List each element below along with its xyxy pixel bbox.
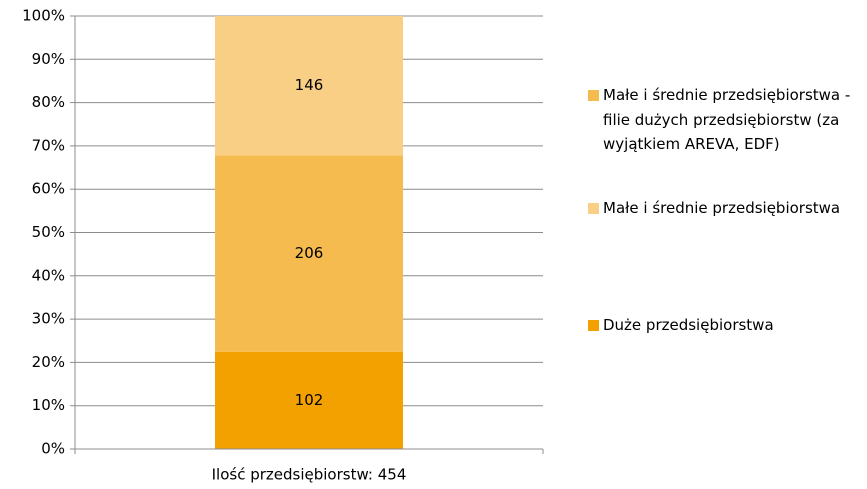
legend-item: Duże przedsiębiorstwa (588, 313, 858, 338)
legend-item: Małe i średnie przedsiębiorstwa - filie … (588, 83, 858, 157)
bar-segment (215, 16, 403, 156)
y-tick-label: 80% (32, 93, 65, 111)
y-tick-label: 90% (32, 50, 65, 68)
legend-item: Małe i średnie przedsiębiorstwa (588, 196, 858, 221)
data-label: 102 (295, 391, 324, 409)
y-tick-label: 20% (32, 353, 65, 371)
legend-swatch (588, 203, 599, 214)
y-tick-label: 30% (32, 310, 65, 328)
bar-segment (215, 155, 403, 352)
y-tick-label: 60% (32, 180, 65, 198)
bar-segment (215, 351, 403, 449)
data-label: 146 (295, 76, 324, 94)
y-tick-label: 0% (41, 440, 65, 458)
legend-label: Małe i średnie przedsiębiorstwa (603, 199, 841, 217)
y-tick-label: 40% (32, 266, 65, 284)
y-tick-label: 50% (32, 223, 65, 241)
y-tick-label: 70% (32, 136, 65, 154)
legend-label: Małe i średnie przedsiębiorstwa - filie … (603, 86, 851, 153)
legend-swatch (588, 90, 599, 101)
data-label: 206 (295, 244, 324, 262)
x-tick-label: Ilość przedsiębiorstw: 454 (212, 466, 407, 484)
y-tick-label: 10% (32, 396, 65, 414)
legend-label: Duże przedsiębiorstwa (603, 316, 774, 334)
legend-swatch (588, 320, 599, 331)
y-tick-label: 100% (22, 7, 65, 25)
